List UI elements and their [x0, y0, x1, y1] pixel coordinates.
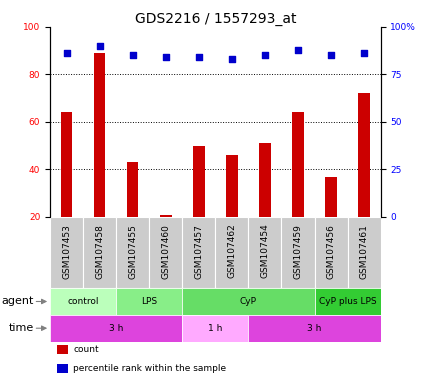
Bar	[160, 215, 171, 217]
Bar	[281, 217, 314, 288]
Text: time: time	[8, 323, 33, 333]
Bar	[149, 217, 182, 288]
Bar	[83, 217, 116, 288]
Bar	[226, 155, 237, 217]
Bar	[61, 113, 72, 217]
Point	[327, 52, 334, 58]
Bar	[292, 113, 303, 217]
Bar	[50, 315, 182, 341]
Point	[195, 54, 202, 60]
Text: GSM107462: GSM107462	[227, 224, 236, 278]
Text: percentile rank within the sample: percentile rank within the sample	[73, 364, 226, 373]
Bar	[248, 315, 380, 341]
Text: agent: agent	[1, 296, 33, 306]
Bar	[56, 364, 68, 373]
Text: GSM107453: GSM107453	[62, 223, 71, 278]
Bar	[127, 162, 138, 217]
Point	[129, 52, 136, 58]
Bar	[116, 217, 149, 288]
Bar	[50, 217, 83, 288]
Text: GSM107459: GSM107459	[293, 223, 302, 278]
Text: control: control	[67, 297, 99, 306]
Text: 3 h: 3 h	[108, 324, 123, 333]
Point	[63, 50, 70, 56]
Bar	[182, 288, 314, 315]
Bar	[182, 315, 248, 341]
Text: GSM107461: GSM107461	[359, 223, 368, 278]
Bar	[215, 217, 248, 288]
Bar	[325, 177, 336, 217]
Text: GSM107458: GSM107458	[95, 223, 104, 278]
Text: GSM107456: GSM107456	[326, 223, 335, 278]
Bar	[50, 288, 116, 315]
Point	[294, 46, 301, 53]
Bar	[347, 217, 380, 288]
Text: GSM107455: GSM107455	[128, 223, 137, 278]
Text: count: count	[73, 345, 99, 354]
Text: GSM107457: GSM107457	[194, 223, 203, 278]
Title: GDS2216 / 1557293_at: GDS2216 / 1557293_at	[134, 12, 296, 26]
Bar	[248, 217, 281, 288]
Point	[228, 56, 235, 62]
Bar	[94, 53, 105, 217]
Bar	[182, 217, 215, 288]
Bar	[314, 217, 347, 288]
Bar	[358, 93, 369, 217]
Point	[162, 54, 169, 60]
Text: LPS: LPS	[141, 297, 157, 306]
Bar	[56, 345, 68, 354]
Point	[360, 50, 367, 56]
Bar	[116, 288, 182, 315]
Text: 3 h: 3 h	[306, 324, 321, 333]
Text: GSM107454: GSM107454	[260, 224, 269, 278]
Text: CyP plus LPS: CyP plus LPS	[318, 297, 375, 306]
Bar	[193, 146, 204, 217]
Text: 1 h: 1 h	[207, 324, 222, 333]
Bar	[259, 143, 270, 217]
Text: GSM107460: GSM107460	[161, 223, 170, 278]
Text: CyP: CyP	[239, 297, 256, 306]
Point	[96, 43, 103, 49]
Point	[261, 52, 268, 58]
Bar	[314, 288, 380, 315]
